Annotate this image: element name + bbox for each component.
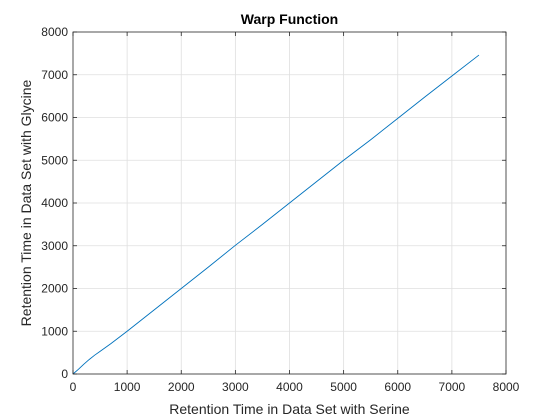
x-tick-label: 4000 [276, 380, 303, 394]
y-tick-label: 3000 [41, 239, 68, 253]
y-tick-label: 2000 [41, 282, 68, 296]
x-tick-label: 2000 [168, 380, 195, 394]
y-tick-label: 8000 [41, 25, 68, 39]
series-group [72, 54, 480, 375]
x-tick-label: 3000 [222, 380, 249, 394]
y-tick-labels: 0 1000 2000 3000 4000 5000 6000 7000 8000 [41, 25, 68, 381]
y-tick-label: 0 [61, 367, 68, 381]
tick-marks [72, 31, 507, 375]
x-tick-label: 7000 [439, 380, 466, 394]
y-tick-label: 6000 [41, 111, 68, 125]
x-tick-labels: 0 1000 2000 3000 4000 5000 6000 7000 8000 [70, 380, 520, 394]
x-tick-label: 5000 [330, 380, 357, 394]
y-axis-label: Retention Time in Data Set with Glycine [18, 79, 34, 326]
y-tick-label: 4000 [41, 196, 68, 210]
y-tick-label: 5000 [41, 153, 68, 167]
x-axis-label: Retention Time in Data Set with Serine [169, 401, 410, 417]
y-tick-label: 1000 [41, 324, 68, 338]
y-tick-label: 7000 [41, 68, 68, 82]
x-tick-label: 8000 [493, 380, 520, 394]
x-tick-label: 0 [70, 380, 77, 394]
x-tick-label: 1000 [114, 380, 141, 394]
chart-title: Warp Function [241, 11, 338, 27]
x-tick-label: 6000 [384, 380, 411, 394]
warp-function-line [72, 54, 480, 375]
